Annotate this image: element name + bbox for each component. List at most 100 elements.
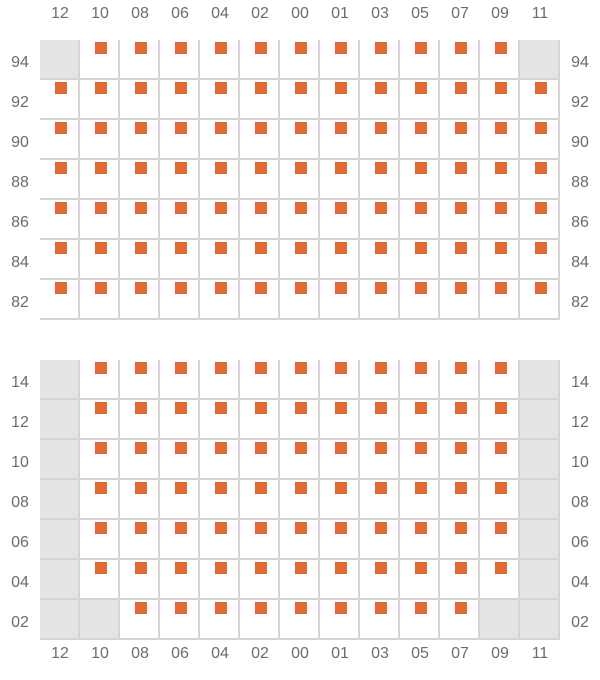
grid-cell[interactable]: [320, 200, 360, 240]
grid-cell[interactable]: [240, 40, 280, 80]
grid-cell[interactable]: [400, 600, 440, 640]
grid-cell[interactable]: [80, 80, 120, 120]
grid-cell[interactable]: [160, 40, 200, 80]
grid-cell[interactable]: [400, 280, 440, 320]
grid-cell[interactable]: [520, 120, 560, 160]
grid-cell[interactable]: [160, 440, 200, 480]
grid-cell[interactable]: [480, 560, 520, 600]
grid-cell[interactable]: [280, 400, 320, 440]
grid-cell[interactable]: [360, 520, 400, 560]
grid-cell[interactable]: [320, 600, 360, 640]
grid-cell[interactable]: [320, 160, 360, 200]
grid-cell[interactable]: [360, 160, 400, 200]
grid-cell[interactable]: [360, 360, 400, 400]
grid-cell[interactable]: [200, 400, 240, 440]
grid-cell[interactable]: [320, 360, 360, 400]
grid-cell[interactable]: [360, 240, 400, 280]
grid-cell[interactable]: [480, 200, 520, 240]
grid-cell[interactable]: [160, 240, 200, 280]
grid-cell[interactable]: [520, 240, 560, 280]
grid-cell[interactable]: [480, 360, 520, 400]
grid-cell[interactable]: [320, 280, 360, 320]
grid-cell[interactable]: [320, 440, 360, 480]
grid-cell[interactable]: [440, 80, 480, 120]
grid-cell[interactable]: [440, 240, 480, 280]
grid-cell[interactable]: [400, 200, 440, 240]
grid-cell[interactable]: [240, 200, 280, 240]
grid-cell[interactable]: [280, 240, 320, 280]
grid-cell[interactable]: [40, 80, 80, 120]
grid-cell[interactable]: [240, 120, 280, 160]
grid-cell[interactable]: [520, 200, 560, 240]
grid-cell[interactable]: [240, 400, 280, 440]
grid-cell[interactable]: [280, 520, 320, 560]
grid-cell[interactable]: [280, 200, 320, 240]
grid-cell[interactable]: [440, 280, 480, 320]
grid-cell[interactable]: [80, 280, 120, 320]
grid-cell[interactable]: [80, 440, 120, 480]
grid-cell[interactable]: [80, 160, 120, 200]
grid-cell[interactable]: [360, 280, 400, 320]
grid-cell[interactable]: [120, 120, 160, 160]
grid-cell[interactable]: [440, 360, 480, 400]
grid-cell[interactable]: [120, 80, 160, 120]
grid-cell[interactable]: [80, 520, 120, 560]
grid-cell[interactable]: [280, 120, 320, 160]
grid-cell[interactable]: [360, 80, 400, 120]
grid-cell[interactable]: [400, 360, 440, 400]
grid-cell[interactable]: [120, 280, 160, 320]
grid-cell[interactable]: [80, 200, 120, 240]
grid-cell[interactable]: [40, 200, 80, 240]
grid-cell[interactable]: [160, 400, 200, 440]
grid-cell[interactable]: [320, 480, 360, 520]
grid-cell[interactable]: [280, 440, 320, 480]
grid-cell[interactable]: [440, 200, 480, 240]
grid-cell[interactable]: [120, 560, 160, 600]
grid-cell[interactable]: [160, 560, 200, 600]
grid-cell[interactable]: [480, 40, 520, 80]
grid-cell[interactable]: [480, 400, 520, 440]
grid-cell[interactable]: [280, 160, 320, 200]
grid-cell[interactable]: [520, 160, 560, 200]
grid-cell[interactable]: [160, 80, 200, 120]
grid-cell[interactable]: [320, 240, 360, 280]
grid-cell[interactable]: [200, 200, 240, 240]
grid-cell[interactable]: [120, 440, 160, 480]
grid-cell[interactable]: [40, 280, 80, 320]
grid-cell[interactable]: [120, 240, 160, 280]
grid-cell[interactable]: [400, 80, 440, 120]
grid-cell[interactable]: [240, 80, 280, 120]
grid-cell[interactable]: [400, 160, 440, 200]
grid-cell[interactable]: [40, 160, 80, 200]
grid-cell[interactable]: [320, 120, 360, 160]
grid-cell[interactable]: [400, 40, 440, 80]
grid-cell[interactable]: [480, 80, 520, 120]
grid-cell[interactable]: [400, 520, 440, 560]
grid-cell[interactable]: [440, 40, 480, 80]
grid-cell[interactable]: [200, 440, 240, 480]
grid-cell[interactable]: [480, 160, 520, 200]
grid-cell[interactable]: [160, 280, 200, 320]
grid-cell[interactable]: [240, 560, 280, 600]
grid-cell[interactable]: [400, 400, 440, 440]
grid-cell[interactable]: [40, 240, 80, 280]
grid-cell[interactable]: [480, 440, 520, 480]
grid-cell[interactable]: [480, 520, 520, 560]
grid-cell[interactable]: [320, 80, 360, 120]
grid-cell[interactable]: [80, 360, 120, 400]
grid-cell[interactable]: [120, 600, 160, 640]
grid-cell[interactable]: [160, 520, 200, 560]
grid-cell[interactable]: [160, 120, 200, 160]
grid-cell[interactable]: [200, 40, 240, 80]
grid-cell[interactable]: [200, 360, 240, 400]
grid-cell[interactable]: [200, 240, 240, 280]
grid-cell[interactable]: [480, 240, 520, 280]
grid-cell[interactable]: [480, 280, 520, 320]
grid-cell[interactable]: [80, 40, 120, 80]
grid-cell[interactable]: [440, 440, 480, 480]
grid-cell[interactable]: [200, 120, 240, 160]
grid-cell[interactable]: [200, 520, 240, 560]
grid-cell[interactable]: [200, 280, 240, 320]
grid-cell[interactable]: [360, 560, 400, 600]
grid-cell[interactable]: [440, 560, 480, 600]
